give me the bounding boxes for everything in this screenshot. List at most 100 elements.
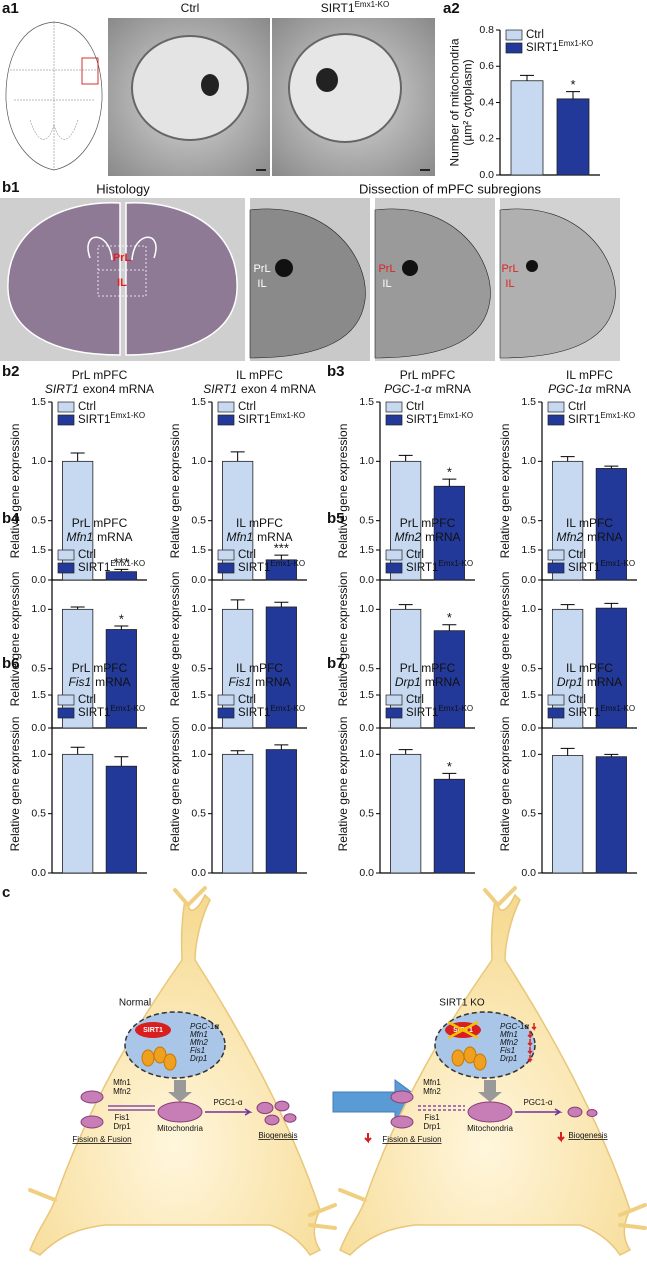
- y-tick-label: 1.0: [359, 455, 374, 467]
- chart-title: IL mPFC: [236, 516, 283, 530]
- chart-subtitle: Fis1 mRNA: [228, 675, 290, 689]
- chart-subtitle: Drp1 mRNA: [557, 675, 622, 689]
- y-tick-label: 1.5: [31, 689, 46, 701]
- factor-label: PGC1-α: [523, 1098, 552, 1107]
- legend-label: Ctrl: [568, 549, 586, 561]
- legend-sup: Emx1-KO: [558, 39, 593, 48]
- legend-label: SIRT1Emx1-KO: [568, 411, 635, 426]
- chart-title: PrL mPFC: [72, 516, 128, 530]
- biogenesis-arrow: [205, 1108, 253, 1116]
- legend-name: Ctrl: [568, 694, 586, 706]
- organelle-label: Mitochondria: [157, 1124, 203, 1133]
- gene-name: SIRT1: [45, 382, 79, 396]
- legend-sup: Emx1-KO: [438, 704, 473, 713]
- chart-subtitle: Mfn2 mRNA: [394, 530, 460, 544]
- legend-sup: Emx1-KO: [110, 411, 145, 420]
- legend-sup: Emx1-KO: [270, 411, 305, 420]
- legend-name: Ctrl: [78, 694, 96, 706]
- panel-label: b2: [2, 363, 20, 380]
- error-bar: [398, 749, 413, 755]
- biogenesis-label: Biogenesis: [258, 1131, 297, 1140]
- significance: *: [447, 610, 452, 625]
- legend-swatch: [57, 694, 75, 706]
- legend-label: Ctrl: [526, 29, 544, 41]
- down-arrow: [527, 1047, 533, 1055]
- legend-label: Ctrl: [238, 549, 256, 561]
- chart-subtitle: Fis1 mRNA: [68, 675, 130, 689]
- error-bar: [70, 746, 85, 755]
- bar: [433, 630, 465, 729]
- subtitle-text: mRNA: [425, 530, 460, 544]
- error-bar: [274, 744, 289, 750]
- chart-title: PrL mPFC: [400, 368, 456, 382]
- region-label: PrL: [253, 263, 270, 275]
- legend-swatch: [217, 414, 235, 426]
- panel-label: b3: [327, 363, 345, 380]
- legend-name: SIRT1: [78, 414, 110, 426]
- mito-new: [264, 1114, 280, 1126]
- legend-label: SIRT1Emx1-KO: [78, 411, 145, 426]
- biogenesis-label: Biogenesis: [568, 1131, 607, 1140]
- region-label: PrL: [501, 263, 518, 275]
- subtitle-text: mRNA: [587, 530, 622, 544]
- legend-name: Ctrl: [78, 549, 96, 561]
- protein-label: SIRT1: [143, 1027, 163, 1034]
- subtitle-text: mRNA: [257, 530, 292, 544]
- region-label: IL: [117, 277, 127, 289]
- subtitle-text: mRNA: [436, 382, 471, 396]
- y-tick-label: 0.4: [479, 96, 494, 108]
- y-tick-label: 0.5: [191, 662, 206, 674]
- legend-label: Ctrl: [238, 694, 256, 706]
- fission-label: Fis1: [114, 1113, 130, 1122]
- chart-subtitle: Mfn1 mRNA: [226, 530, 292, 544]
- mito-small: [390, 1090, 414, 1104]
- chart-title: IL mPFC: [236, 368, 283, 382]
- bar: [62, 753, 94, 874]
- legend-swatch: [385, 401, 403, 413]
- legend-swatch: [547, 549, 565, 561]
- legend-name: Ctrl: [526, 29, 544, 41]
- y-tick-label: 0.5: [191, 514, 206, 526]
- legend-label: SIRT1Emx1-KO: [238, 411, 305, 426]
- gene-name: Mfn1: [226, 530, 253, 544]
- fission-label: Drp1: [423, 1122, 441, 1131]
- error-bar: [398, 604, 413, 610]
- y-tick-label: 0.5: [359, 807, 374, 819]
- subtitle-text: exon4 mRNA: [83, 382, 154, 396]
- error-bar: [566, 91, 580, 99]
- down-arrow: [531, 1023, 537, 1031]
- significance: ***: [274, 541, 289, 556]
- legend-swatch: [57, 414, 75, 426]
- chart-title: PrL mPFC: [72, 368, 128, 382]
- y-tick-label: 0.0: [191, 722, 206, 734]
- error-bar: [604, 602, 619, 609]
- legend-label: SIRT1Emx1-KO: [238, 704, 305, 719]
- chart-title: IL mPFC: [566, 368, 613, 382]
- legend-swatch: [57, 549, 75, 561]
- subtitle-text: mRNA: [596, 382, 631, 396]
- mito-new: [283, 1113, 297, 1123]
- legend-name: SIRT1: [78, 707, 110, 719]
- error-bar: [560, 604, 575, 610]
- legend-sup: Emx1-KO: [438, 411, 473, 420]
- mito-small: [80, 1090, 104, 1104]
- region-label: IL: [257, 278, 266, 290]
- y-axis-label: Relative gene expression: [498, 424, 512, 559]
- legend-name: SIRT1: [406, 414, 438, 426]
- panel-label: a2: [443, 0, 460, 17]
- legend-name: SIRT1: [568, 562, 600, 574]
- gene-name: Fis1: [228, 675, 251, 689]
- subtitle-text: mRNA: [97, 530, 132, 544]
- chart-title: IL mPFC: [236, 661, 283, 675]
- chart-title: PrL mPFC: [400, 516, 456, 530]
- y-tick-label: 1.5: [521, 544, 536, 556]
- chart-subtitle: SIRT1 exon 4 mRNA: [203, 382, 316, 396]
- gene-name: Mfn2: [394, 530, 421, 544]
- y-tick-label: 1.0: [31, 455, 46, 467]
- legend-name: Ctrl: [568, 401, 586, 413]
- legend-name: SIRT1: [406, 707, 438, 719]
- legend-label: Ctrl: [406, 694, 424, 706]
- gene-label: Fis1: [500, 1046, 515, 1055]
- significance: *: [119, 611, 124, 626]
- legend-swatch: [385, 562, 403, 574]
